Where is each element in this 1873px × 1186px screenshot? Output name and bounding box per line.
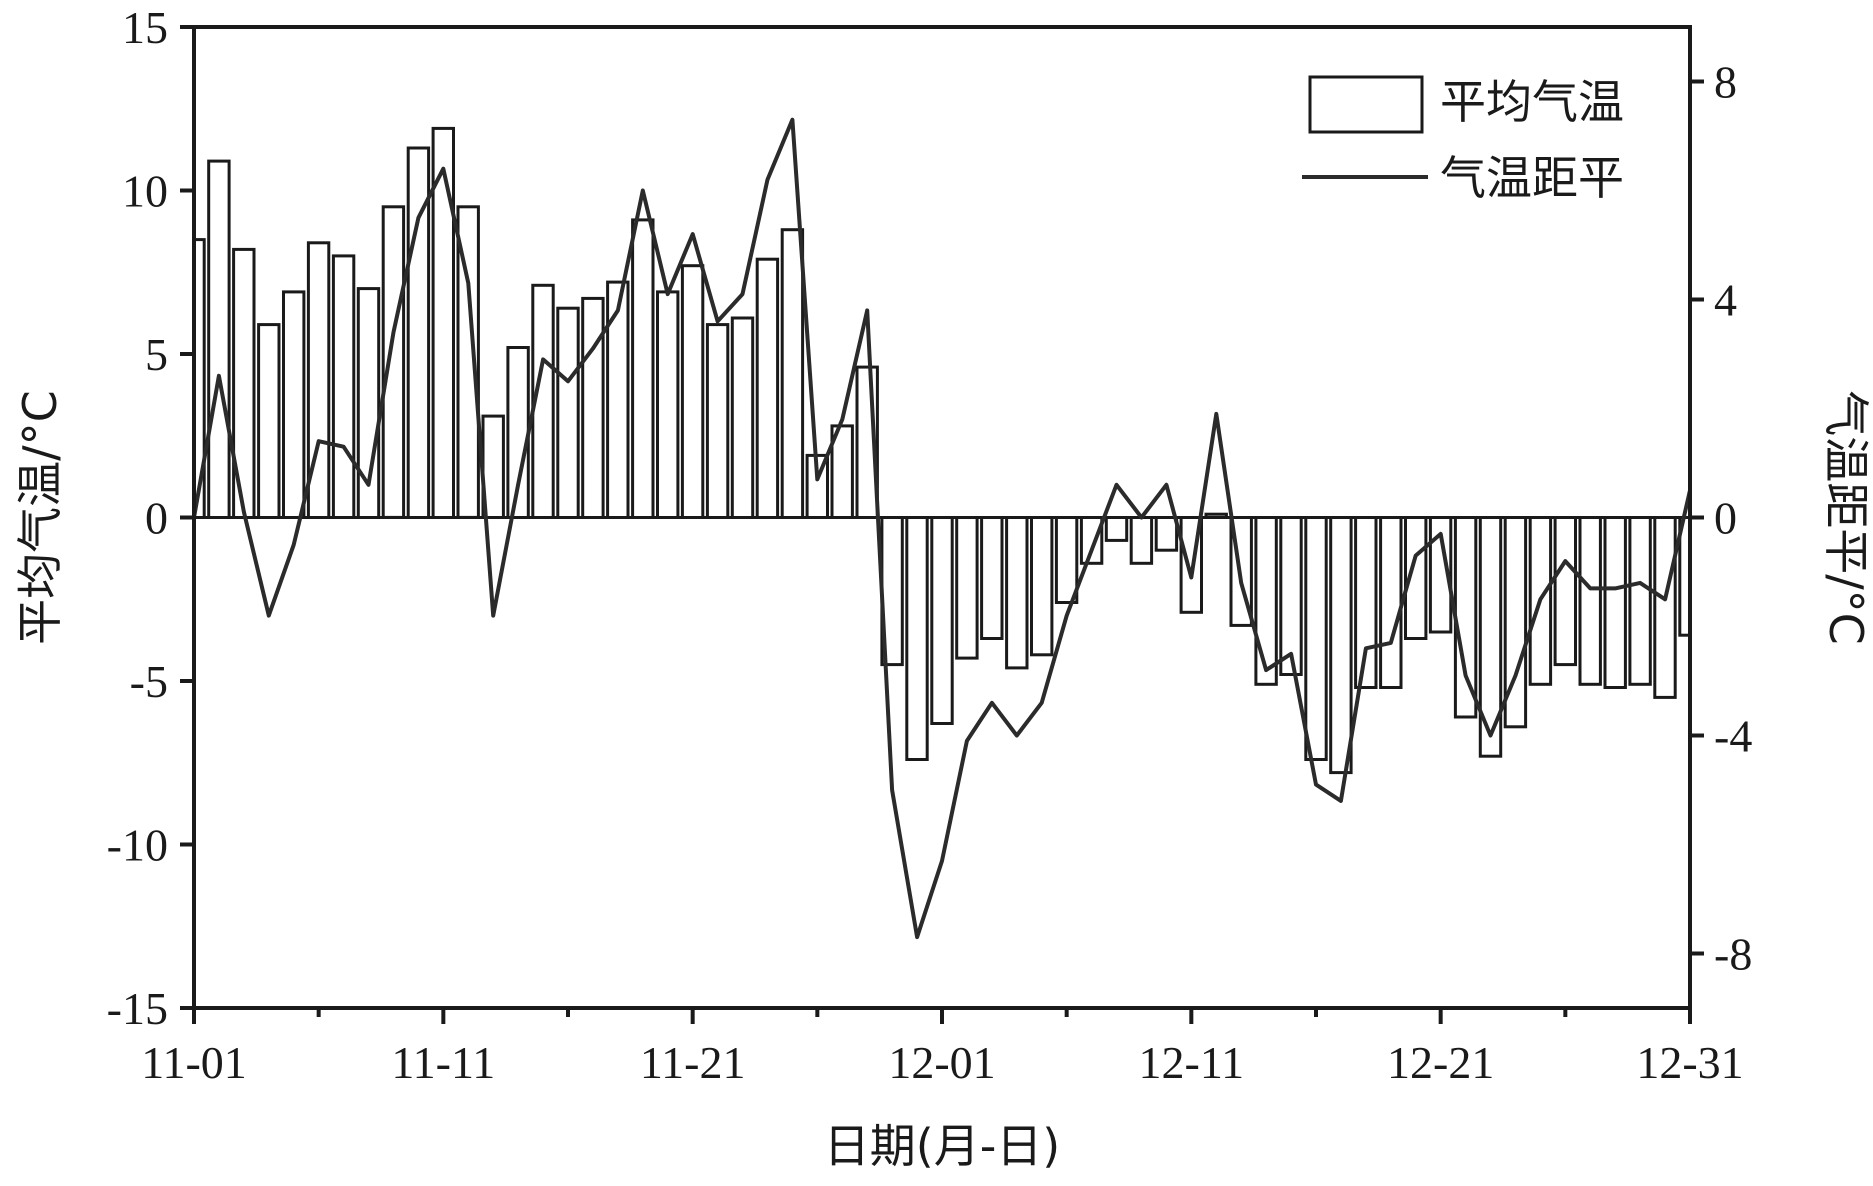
bar	[730, 316, 755, 519]
bar	[282, 290, 306, 519]
bar	[1079, 516, 1104, 565]
bar	[1553, 516, 1577, 667]
right-tick-label: 4	[1714, 275, 1737, 326]
x-tick-label: 12-01	[888, 1037, 995, 1088]
bar	[381, 205, 406, 519]
bar	[631, 218, 655, 519]
bar	[905, 516, 929, 761]
bar	[606, 280, 630, 519]
bar	[1054, 516, 1079, 604]
right-tick-label: -8	[1714, 929, 1752, 980]
left-tick-label: -10	[107, 820, 168, 871]
legend-label-anomaly: 气温距平	[1440, 151, 1624, 205]
legend-label-mean-temp: 平均气温	[1440, 75, 1624, 129]
legend-bar-swatch	[1308, 75, 1424, 134]
x-tick-label: 12-21	[1387, 1037, 1494, 1088]
left-tick-label: 15	[122, 2, 168, 53]
legend: 平均气温 气温距平	[1302, 75, 1624, 205]
left-tick-label: 0	[145, 493, 168, 544]
bar	[581, 296, 605, 519]
bar	[755, 257, 780, 519]
x-axis: 11-01 11-11 11-21 12-01 12-11 12-21 12-31	[141, 1008, 1744, 1088]
bar	[1279, 516, 1303, 676]
left-tick-label: -15	[107, 983, 168, 1034]
bar	[1329, 516, 1353, 775]
bar	[955, 516, 979, 660]
bar	[1030, 516, 1054, 657]
bar	[1653, 516, 1677, 699]
left-tick-label: -5	[130, 656, 168, 707]
bar	[980, 516, 1004, 640]
left-tick-label: 10	[122, 166, 168, 217]
left-axis: 15 10 5 0 -5 -10 -15	[107, 2, 194, 1034]
bar	[705, 323, 730, 519]
bar	[1304, 516, 1328, 761]
left-tick-label: 5	[145, 329, 168, 380]
bar	[1154, 516, 1179, 552]
bar	[556, 306, 580, 520]
left-y-axis-title: 平均气温/°C	[13, 390, 67, 645]
bar	[780, 228, 805, 519]
bar	[331, 254, 356, 519]
x-tick-label: 12-31	[1636, 1037, 1743, 1088]
bar	[680, 264, 705, 520]
bar	[1628, 516, 1652, 686]
bar	[1254, 516, 1278, 686]
bar	[1104, 516, 1129, 542]
bar	[1379, 516, 1403, 689]
x-tick-label: 12-11	[1139, 1037, 1245, 1088]
bar	[1005, 516, 1029, 670]
bar	[1453, 516, 1478, 719]
x-tick-label: 11-21	[640, 1037, 746, 1088]
x-tick-label: 11-11	[391, 1037, 495, 1088]
bar	[257, 323, 281, 519]
right-axis: 8 4 0 -4 -8	[1690, 57, 1752, 980]
right-tick-label: 0	[1714, 493, 1737, 544]
line-series	[192, 117, 1692, 940]
bar	[656, 290, 680, 519]
bar	[1578, 516, 1602, 686]
bar	[1129, 516, 1154, 565]
x-tick-label: 11-01	[141, 1037, 247, 1088]
bar	[1603, 516, 1627, 689]
x-axis-title: 日期(月-日)	[824, 1119, 1061, 1173]
right-tick-label: 8	[1714, 57, 1737, 108]
bar	[930, 516, 954, 725]
right-y-axis-title: 气温距平/°C	[1819, 390, 1873, 645]
right-tick-label: -4	[1714, 711, 1752, 762]
bar	[1354, 516, 1378, 689]
bar	[207, 159, 231, 519]
